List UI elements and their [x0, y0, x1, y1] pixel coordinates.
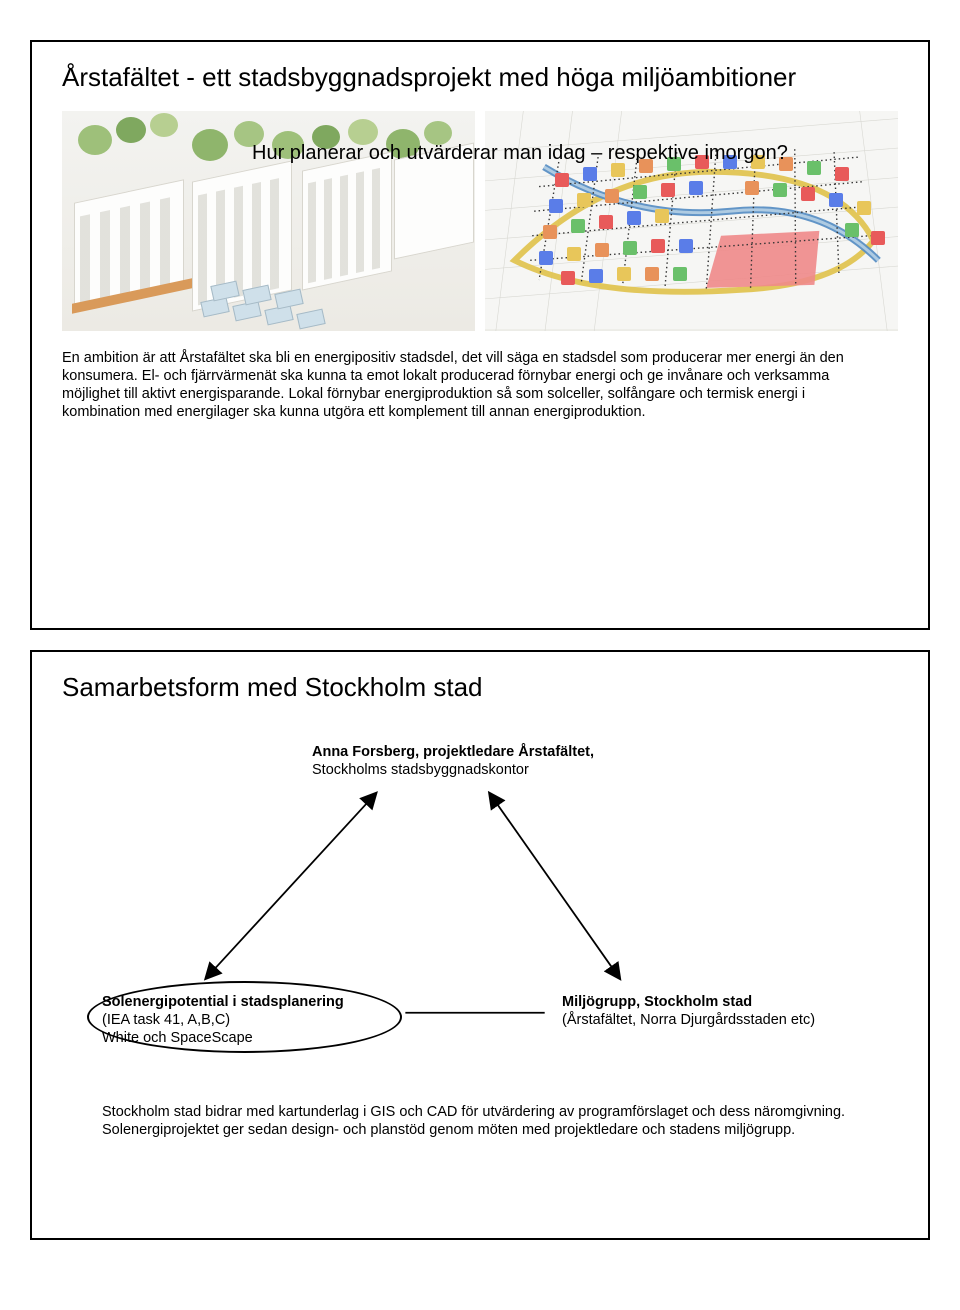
collaboration-diagram: Anna Forsberg, projektledare Årstafältet…	[62, 743, 898, 1183]
slide2-title: Samarbetsform med Stockholm stad	[62, 672, 898, 703]
top-actor: Anna Forsberg, projektledare Årstafältet…	[312, 743, 594, 779]
slide2-bottom-text: Stockholm stad bidrar med kartunderlag i…	[102, 1103, 898, 1139]
left-actor: Solenergipotential i stadsplanering (IEA…	[102, 993, 344, 1047]
slide1-subtitle: Hur planerar och utvärderar man idag – r…	[252, 142, 788, 165]
left-actor-title: Solenergipotential i stadsplanering	[102, 994, 344, 1010]
left-actor-line2: (IEA task 41, A,B,C)	[102, 1012, 230, 1028]
slide1-title: Årstafältet - ett stadsbyggnadsprojekt m…	[62, 62, 898, 93]
left-actor-line3: White och SpaceScape	[102, 1030, 253, 1046]
right-actor-title: Miljögrupp, Stockholm stad	[562, 994, 752, 1010]
top-actor-org: Stockholms stadsbyggnadskontor	[312, 762, 529, 778]
right-actor-detail: (Årstafältet, Norra Djurgårdsstaden etc)	[562, 1012, 815, 1028]
slide-samarbetsform: Samarbetsform med Stockholm stad Anna Fo…	[30, 650, 930, 1240]
slide-arstafaltet: Årstafältet - ett stadsbyggnadsprojekt m…	[30, 40, 930, 630]
top-actor-name: Anna Forsberg, projektledare Årstafältet…	[312, 744, 594, 760]
right-actor: Miljögrupp, Stockholm stad (Årstafältet,…	[562, 993, 815, 1029]
slide1-body: En ambition är att Årstafältet ska bli e…	[62, 349, 882, 422]
